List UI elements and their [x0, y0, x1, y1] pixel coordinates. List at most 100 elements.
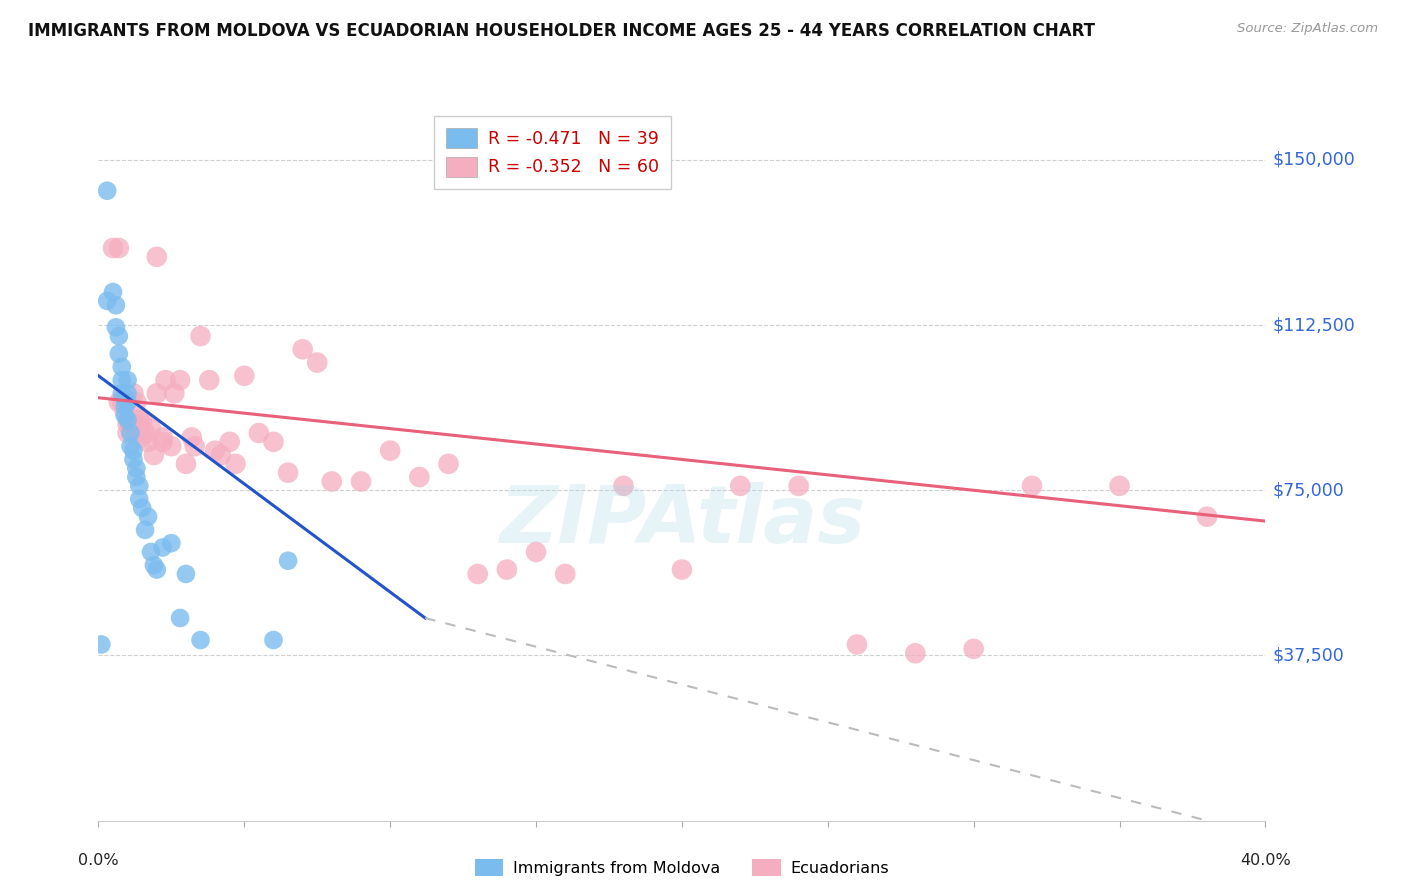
Point [142, 558, 165, 573]
Point [117, 425, 139, 440]
Point [139, 545, 162, 559]
Point [120, 421, 142, 435]
Point [122, 386, 145, 401]
Point [845, 637, 868, 651]
Point [111, 395, 134, 409]
Point [262, 434, 284, 449]
Point [136, 509, 159, 524]
Point [183, 439, 205, 453]
Point [117, 413, 139, 427]
Point [277, 554, 299, 568]
Point [190, 329, 212, 343]
Point [131, 500, 153, 515]
Point [204, 443, 226, 458]
Point [104, 298, 127, 312]
Point [125, 461, 148, 475]
Point [122, 443, 145, 458]
Text: $37,500: $37,500 [1272, 647, 1344, 665]
Point [111, 386, 134, 401]
Point [111, 373, 134, 387]
Point [169, 611, 191, 625]
Point [262, 633, 284, 648]
Point [125, 417, 148, 432]
Point [90, 637, 112, 651]
Point [146, 563, 169, 577]
Point [1108, 479, 1130, 493]
Point [321, 475, 343, 489]
Point [247, 425, 270, 440]
Point [114, 409, 136, 423]
Point [125, 470, 148, 484]
Point [117, 386, 139, 401]
Point [225, 457, 247, 471]
Point [152, 430, 174, 444]
Point [524, 545, 547, 559]
Point [117, 373, 139, 387]
Point [378, 443, 402, 458]
Point [96, 184, 118, 198]
Point [120, 439, 142, 453]
Point [350, 475, 373, 489]
Point [114, 391, 136, 405]
Point [108, 241, 131, 255]
Point [180, 430, 202, 444]
Point [108, 329, 131, 343]
Point [152, 434, 174, 449]
Point [101, 241, 124, 255]
Point [291, 343, 314, 357]
Point [160, 439, 183, 453]
Point [962, 641, 984, 656]
Point [408, 470, 430, 484]
Text: $112,500: $112,500 [1272, 316, 1355, 334]
Point [146, 386, 169, 401]
Text: $75,000: $75,000 [1272, 482, 1344, 500]
Point [218, 434, 240, 449]
Point [114, 404, 136, 418]
Point [671, 563, 693, 577]
Text: $150,000: $150,000 [1272, 151, 1355, 169]
Point [117, 417, 139, 432]
Point [111, 359, 134, 374]
Point [134, 425, 156, 440]
Legend: Immigrants from Moldova, Ecuadorians: Immigrants from Moldova, Ecuadorians [467, 852, 897, 884]
Text: Source: ZipAtlas.com: Source: ZipAtlas.com [1237, 22, 1378, 36]
Point [174, 457, 197, 471]
Point [104, 320, 127, 334]
Point [728, 479, 751, 493]
Point [1021, 479, 1043, 493]
Point [554, 566, 576, 581]
Point [142, 448, 165, 462]
Point [139, 421, 162, 435]
Point [277, 466, 299, 480]
Point [198, 373, 221, 387]
Point [96, 293, 118, 308]
Text: ZIPAtlas: ZIPAtlas [499, 482, 865, 560]
Text: 0.0%: 0.0% [79, 853, 118, 868]
Point [101, 285, 124, 299]
Point [787, 479, 810, 493]
Point [117, 395, 139, 409]
Point [209, 448, 232, 462]
Text: IMMIGRANTS FROM MOLDOVA VS ECUADORIAN HOUSEHOLDER INCOME AGES 25 - 44 YEARS CORR: IMMIGRANTS FROM MOLDOVA VS ECUADORIAN HO… [28, 22, 1095, 40]
Point [120, 425, 142, 440]
Point [163, 386, 186, 401]
Point [155, 373, 177, 387]
Point [495, 563, 517, 577]
Point [128, 479, 150, 493]
Point [612, 479, 634, 493]
Point [131, 430, 153, 444]
Point [125, 395, 148, 409]
Point [437, 457, 460, 471]
Point [131, 413, 153, 427]
Point [904, 646, 927, 660]
Point [467, 566, 489, 581]
Point [146, 250, 169, 264]
Point [233, 368, 256, 383]
Point [152, 541, 174, 555]
Point [114, 400, 136, 414]
Point [174, 566, 197, 581]
Point [136, 434, 159, 449]
Point [1195, 509, 1218, 524]
Point [134, 523, 156, 537]
Point [128, 492, 150, 507]
